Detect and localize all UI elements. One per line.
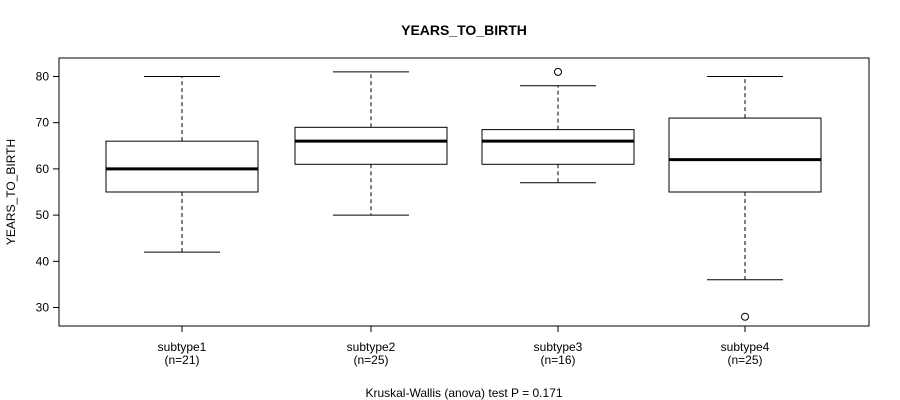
x-tick-label: subtype3 [534,340,583,354]
chart-title: YEARS_TO_BIRTH [401,22,527,38]
x-axis: subtype1(n=21)subtype2(n=25)subtype3(n=1… [158,325,770,367]
y-tick-label: 50 [36,208,50,222]
y-tick-label: 80 [36,69,50,83]
box-group-subtype3 [481,67,635,184]
box-series [105,67,822,321]
interquartile-box [105,140,259,193]
y-tick-label: 60 [36,162,50,176]
outlier-point [554,67,562,76]
y-tick-label: 70 [36,116,50,130]
box-group-subtype2 [294,71,448,216]
outlier-point [741,312,749,321]
box-group-subtype4 [668,75,822,321]
x-tick-count-label: (n=25) [353,353,388,367]
x-tick-label: subtype2 [347,340,396,354]
y-axis: 30 40 50 60 70 80 [36,69,60,315]
box-group-subtype1 [105,75,259,253]
y-tick-label: 40 [36,254,50,268]
x-axis-label: Kruskal-Wallis (anova) test P = 0.171 [365,386,562,400]
x-tick-count-label: (n=25) [727,353,762,367]
interquartile-box [481,129,635,165]
x-tick-count-label: (n=21) [164,353,199,367]
y-axis-label: YEARS_TO_BIRTH [4,139,18,245]
interquartile-box [294,126,448,165]
y-tick-label: 30 [36,301,50,315]
x-tick-label: subtype4 [721,340,770,354]
interquartile-box [668,117,822,193]
x-tick-count-label: (n=16) [540,353,575,367]
x-tick-label: subtype1 [158,340,207,354]
